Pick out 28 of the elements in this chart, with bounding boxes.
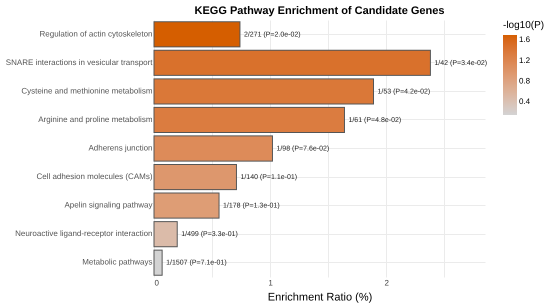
bar — [154, 50, 431, 76]
bar — [154, 135, 273, 162]
y-tick-label: Adherens junction — [88, 144, 152, 152]
x-tick-label: 1 — [268, 278, 274, 288]
color-bar-title: -log10(P) — [503, 20, 544, 31]
y-tick-label: Cysteine and methionine metabolism — [21, 86, 153, 96]
x-tick-label: 2 — [384, 278, 390, 288]
x-axis-title: Enrichment Ratio (%) — [268, 292, 372, 304]
y-tick-label: Metabolic pathways — [82, 258, 152, 267]
y-tick-label: Neuroactive ligand-receptor interaction — [15, 229, 152, 238]
y-tick-label: Cell adhesion molecules (CAMs) — [36, 172, 153, 182]
y-tick-label: Arginine and proline metabolism — [38, 114, 153, 124]
color-bar-label: 1.6 — [519, 35, 531, 44]
bar — [154, 164, 237, 190]
y-tick-label: Apelin signaling pathway — [64, 200, 152, 210]
bar — [154, 106, 345, 134]
bar — [154, 250, 163, 276]
bar — [154, 21, 240, 48]
y-tick-label: Regulation of actin cytoskeleton — [40, 29, 152, 38]
chart-title: KEGG Pathway Enrichment of Candidate Genes — [194, 5, 444, 17]
bar — [154, 78, 374, 104]
color-bar-label: 1.2 — [519, 56, 531, 65]
color-bar-label: 0.4 — [519, 97, 531, 106]
y-tick-label: SNARE interactions in vesicular transport — [6, 58, 154, 67]
bar — [154, 192, 220, 219]
x-tick-label: 0 — [154, 278, 160, 288]
bar — [154, 221, 178, 248]
color-bar-label: 0.8 — [519, 76, 531, 86]
